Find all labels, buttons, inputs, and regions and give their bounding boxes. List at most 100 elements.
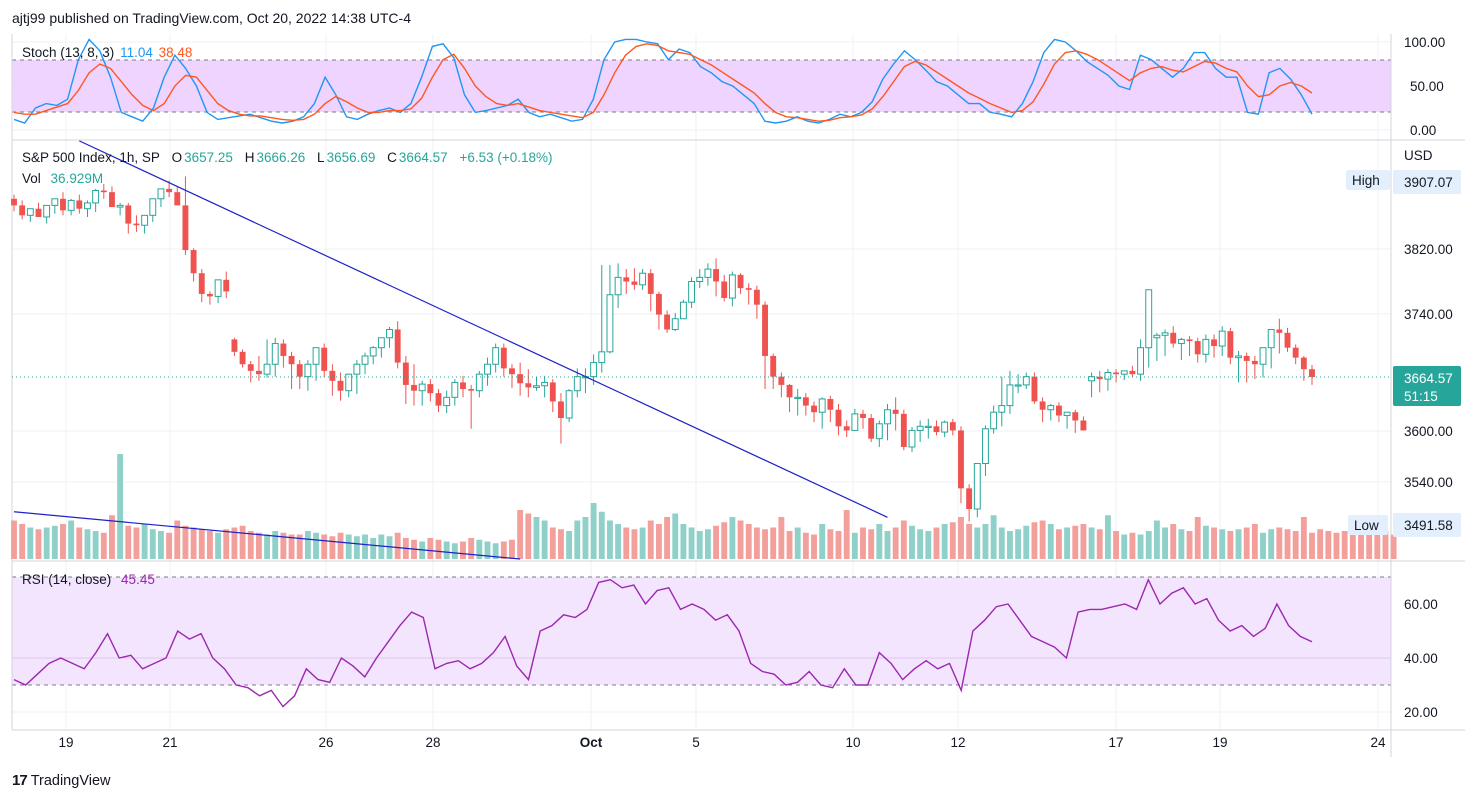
volume-bar: [1276, 527, 1283, 559]
candle-body: [558, 401, 564, 419]
candle-body: [92, 190, 100, 204]
candle-body: [655, 293, 662, 315]
volume-bar: [304, 531, 311, 559]
volume-bar: [109, 515, 115, 559]
candle-body: [647, 273, 654, 294]
volume-legend[interactable]: Vol 36.929M: [22, 171, 105, 186]
volume-bar: [1121, 534, 1128, 559]
candle-body: [1161, 332, 1169, 336]
volume-bar: [1153, 520, 1160, 559]
candle-body: [1063, 411, 1071, 417]
volume-bar: [1129, 532, 1136, 559]
volume-bar: [60, 524, 66, 559]
volume-bar: [517, 510, 524, 559]
stoch-lines: [13, 38, 1313, 124]
candle-body: [51, 198, 59, 206]
candle-body: [1284, 332, 1291, 348]
candle-body: [337, 380, 344, 391]
high-value: 3907.07: [1404, 175, 1453, 190]
volume-bar: [909, 525, 915, 559]
candle-body: [329, 370, 336, 381]
rsi-tick: 20.00: [1404, 705, 1438, 720]
volume-bar: [558, 529, 564, 559]
rsi-tick: 40.00: [1404, 651, 1438, 666]
volume-bar: [1145, 531, 1152, 559]
price-tick: 3820.00: [1404, 242, 1453, 257]
stoch-k-line: [13, 38, 1313, 124]
volume-bar: [117, 454, 124, 559]
candle-body: [1251, 360, 1258, 365]
candle-body: [1031, 376, 1038, 402]
volume-bar: [1137, 534, 1144, 559]
candle-body: [296, 364, 303, 377]
volume-bar: [762, 529, 768, 559]
price-legend[interactable]: S&P 500 Index, 1h, SP O 3657.25 H 3666.26 …: [22, 150, 555, 165]
rsi-legend[interactable]: RSI (14, close) 45.45: [22, 572, 157, 587]
volume-bar: [631, 529, 638, 559]
tradingview-footer[interactable]: 17 TradingView: [12, 772, 110, 789]
volume-bar: [1333, 532, 1340, 559]
candle-body: [100, 190, 107, 193]
volume-bar: [468, 538, 475, 559]
candle-body: [843, 426, 850, 431]
volume-bar: [1023, 525, 1030, 559]
candle-body: [394, 329, 401, 363]
rsi-tick: 60.00: [1404, 597, 1438, 612]
volume-bar: [1015, 529, 1022, 559]
time-tick: 19: [1212, 735, 1227, 750]
volume-bar: [1243, 527, 1250, 559]
volume-bar: [11, 520, 17, 559]
volume-bar: [1186, 531, 1193, 559]
candle-body: [509, 368, 515, 375]
candle-body: [1243, 355, 1250, 361]
candle-body: [541, 381, 549, 387]
volume-bar: [582, 517, 589, 559]
volume-bar: [1104, 515, 1111, 559]
price-tick: 3600.00: [1404, 424, 1453, 439]
volume-bar: [868, 529, 875, 559]
candle-body: [460, 382, 466, 390]
candle-body: [451, 381, 459, 398]
volume-bar: [133, 527, 140, 559]
volume-bar: [43, 527, 50, 559]
stoch-legend[interactable]: Stoch (13, 8, 3) 11.04 38.48: [22, 45, 194, 60]
volume-bar: [1202, 525, 1209, 559]
stoch-tick: 50.00: [1410, 79, 1444, 94]
candle-body: [402, 362, 409, 385]
candle-body: [517, 374, 524, 384]
volume-value: 36.929M: [50, 171, 104, 186]
time-tick: 10: [845, 735, 860, 750]
volume-bar: [231, 527, 238, 559]
candle-body: [1300, 357, 1307, 370]
volume-bar: [484, 541, 491, 559]
high-label: High: [1352, 173, 1380, 188]
trendlines[interactable]: [13, 140, 888, 560]
volume-bar: [337, 532, 344, 559]
candle-body: [1039, 401, 1046, 410]
volume-bar: [615, 524, 622, 559]
candle-body: [573, 376, 581, 392]
volume-bar: [802, 532, 809, 559]
volume-bar: [753, 527, 760, 559]
price-axis[interactable]: 3820.00 3740.00 3600.00 3540.00 100.00 50.00 0…: [1404, 35, 1453, 720]
candle-body: [263, 363, 271, 375]
candle-body: [1235, 355, 1242, 359]
volume-bar: [296, 534, 303, 559]
candle-body: [737, 274, 744, 289]
volume-bar: [1260, 532, 1266, 559]
volume-bar: [1235, 529, 1242, 559]
candle-body: [1113, 372, 1120, 375]
time-axis[interactable]: 19 21 26 28 Oct 5 10 12 17 19 24: [58, 735, 1386, 750]
volume-bar: [925, 531, 932, 559]
candle-body: [1072, 412, 1079, 421]
candle-body: [11, 198, 17, 206]
candle-body: [353, 363, 361, 375]
volume-bar: [786, 531, 793, 559]
volume-bar: [778, 517, 785, 559]
time-tick: Oct: [580, 735, 603, 750]
volume-bar: [51, 525, 58, 559]
candle-body: [26, 208, 34, 216]
candle-body: [908, 429, 916, 448]
candle-body: [1259, 347, 1267, 365]
